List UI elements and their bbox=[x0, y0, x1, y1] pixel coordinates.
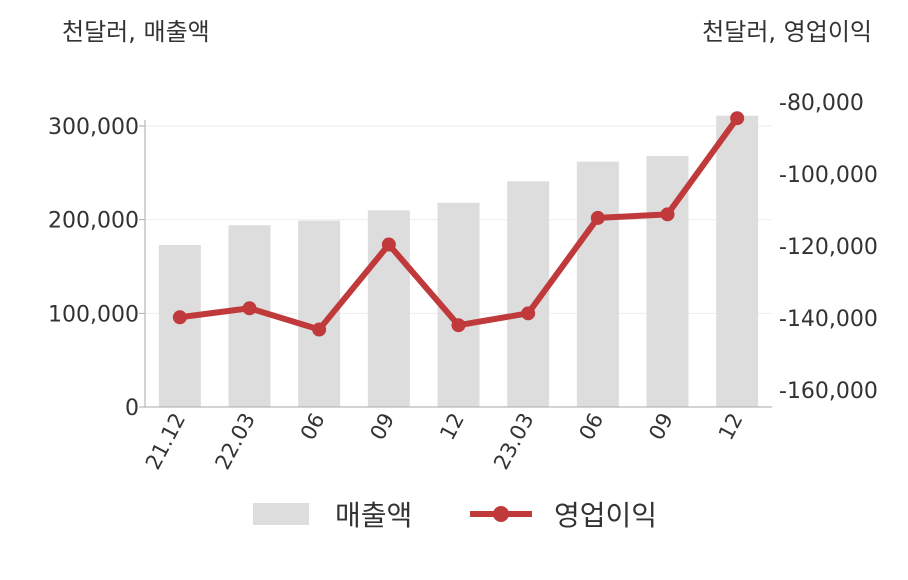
legend-item-revenue: 매출액 bbox=[253, 494, 412, 534]
x-tick-label: 09 bbox=[366, 409, 400, 444]
right-tick-label: -80,000 bbox=[779, 91, 864, 116]
bar-1 bbox=[158, 244, 201, 407]
legend-label-revenue: 매출액 bbox=[335, 499, 413, 532]
x-tick-label: 09 bbox=[644, 409, 678, 444]
legend: 매출액 영업이익 bbox=[0, 494, 908, 534]
left-tick-label: 100,000 bbox=[48, 302, 139, 327]
bar-9 bbox=[716, 115, 759, 408]
legend-line-swatch bbox=[470, 494, 532, 534]
right-tick-label: -120,000 bbox=[779, 235, 878, 260]
line-point-8 bbox=[660, 207, 675, 222]
line-point-6 bbox=[521, 306, 536, 321]
line-point-5 bbox=[451, 318, 466, 333]
right-tick-label: -140,000 bbox=[779, 307, 878, 332]
line-point-3 bbox=[312, 322, 327, 337]
x-tick-label: 12 bbox=[714, 409, 748, 444]
x-tick-label: 06 bbox=[296, 409, 330, 444]
line-point-9 bbox=[730, 111, 745, 126]
bar-2 bbox=[228, 225, 271, 407]
bar-7 bbox=[576, 161, 619, 407]
legend-label-operating-income: 영업이익 bbox=[554, 499, 658, 532]
line-point-2 bbox=[242, 301, 257, 316]
x-tick-label: 23.03 bbox=[489, 409, 538, 473]
x-tick-label: 12 bbox=[435, 409, 469, 444]
right-tick-label: -160,000 bbox=[779, 379, 878, 404]
right-tick-label: -100,000 bbox=[779, 163, 878, 188]
x-tick-label: 06 bbox=[575, 409, 609, 444]
legend-bar-swatch bbox=[253, 503, 309, 525]
legend-item-operating-income: 영업이익 bbox=[470, 494, 657, 534]
right-axis-unit-label: 천달러, 영업이익 bbox=[702, 18, 872, 46]
line-point-7 bbox=[590, 210, 605, 225]
line-point-1 bbox=[172, 310, 187, 325]
x-tick-label: 22.03 bbox=[210, 409, 259, 473]
left-axis-unit-label: 천달러, 매출액 bbox=[62, 18, 210, 46]
left-tick-label: 300,000 bbox=[48, 115, 139, 140]
left-tick-label: 200,000 bbox=[48, 209, 139, 234]
left-tick-label: 0 bbox=[125, 396, 139, 421]
x-tick-label: 21.12 bbox=[141, 409, 190, 473]
line-point-4 bbox=[381, 237, 396, 252]
